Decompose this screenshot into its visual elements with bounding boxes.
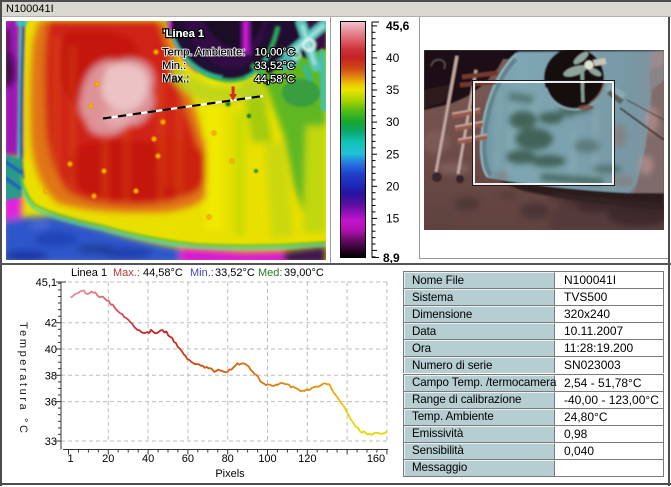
- svg-text:15: 15: [386, 212, 400, 226]
- svg-text:Temperatura °C: Temperatura °C: [17, 322, 29, 436]
- svg-text:42: 42: [45, 318, 57, 330]
- svg-text:Max.:: Max.:: [162, 73, 189, 85]
- svg-text:30: 30: [386, 115, 400, 129]
- svg-text:45,6: 45,6: [386, 19, 410, 33]
- svg-text:100: 100: [258, 453, 276, 465]
- svg-text:80: 80: [222, 453, 234, 465]
- svg-text:44,58°C: 44,58°C: [254, 74, 295, 86]
- svg-text:160: 160: [367, 453, 385, 465]
- svg-text:Min.:: Min.:: [162, 60, 186, 72]
- svg-text:Linea 1: Linea 1: [71, 267, 107, 279]
- svg-text:40: 40: [45, 344, 57, 356]
- svg-text:39,00°C: 39,00°C: [284, 267, 324, 279]
- svg-text:Max.:: Max.:: [113, 267, 140, 279]
- svg-text:8,9: 8,9: [383, 251, 400, 264]
- svg-text:'Linea 1: 'Linea 1: [163, 28, 204, 40]
- svg-text:Pixels: Pixels: [215, 468, 245, 480]
- svg-text:40: 40: [386, 51, 400, 65]
- svg-text:40: 40: [142, 453, 154, 465]
- svg-text:Temp. Ambiente:: Temp. Ambiente:: [162, 47, 245, 59]
- svg-text:35: 35: [386, 83, 400, 97]
- svg-text:Med:: Med:: [258, 267, 282, 279]
- svg-text:Max.:: Max.:: [162, 74, 189, 86]
- svg-text:1: 1: [67, 453, 73, 465]
- svg-text:33,52°C: 33,52°C: [254, 60, 295, 72]
- svg-text:20: 20: [102, 453, 114, 465]
- svg-text:'Linea 1: 'Linea 1: [163, 28, 204, 40]
- svg-text:33: 33: [45, 436, 57, 448]
- svg-text:20: 20: [386, 179, 400, 193]
- svg-text:Temp. Ambiente:: Temp. Ambiente:: [162, 47, 245, 59]
- svg-text:120: 120: [298, 453, 316, 465]
- svg-text:44,58°C: 44,58°C: [143, 267, 183, 279]
- svg-text:36: 36: [45, 397, 57, 409]
- svg-text:Min.:: Min.:: [190, 267, 214, 279]
- svg-text:33,52°C: 33,52°C: [254, 60, 295, 72]
- svg-text:Min.:: Min.:: [162, 60, 186, 72]
- svg-text:60: 60: [182, 453, 194, 465]
- svg-text:44,58°C: 44,58°C: [254, 74, 295, 86]
- svg-text:45,1: 45,1: [36, 277, 57, 289]
- svg-text:33,52°C: 33,52°C: [215, 267, 255, 279]
- svg-text:10,00°C: 10,00°C: [254, 47, 295, 59]
- svg-text:38: 38: [45, 370, 57, 382]
- svg-text:10,00°C: 10,00°C: [254, 47, 295, 59]
- svg-text:25: 25: [386, 147, 400, 161]
